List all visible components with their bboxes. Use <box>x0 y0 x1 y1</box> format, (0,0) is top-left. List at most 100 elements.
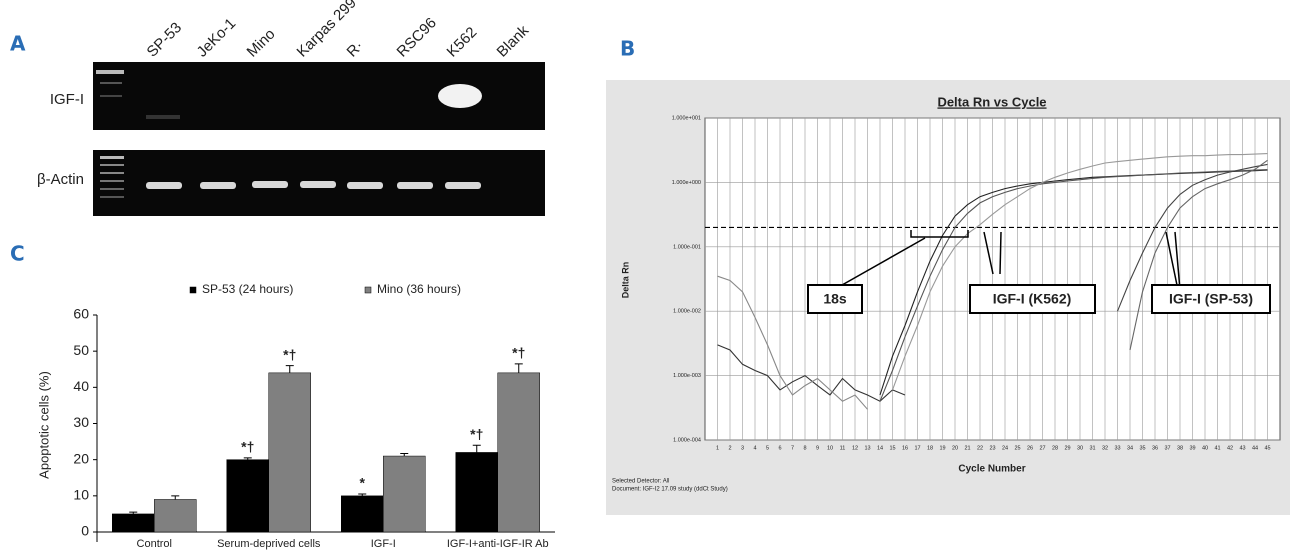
x-tick-label: 41 <box>1214 445 1220 451</box>
x-tick-label: 40 <box>1202 445 1208 451</box>
annotation: IGF-I (K562) <box>993 291 1072 307</box>
y-tick-label: 1.000e-001 <box>673 244 701 250</box>
x-tick-label: 16 <box>902 445 908 451</box>
lane-label: SP-53 <box>144 19 186 61</box>
bar <box>383 456 425 532</box>
x-tick-label: 21 <box>964 445 970 451</box>
error-bar <box>400 454 408 457</box>
error-bar <box>171 496 179 500</box>
annotation: *† <box>283 346 296 362</box>
x-tick-label: 24 <box>1002 445 1008 451</box>
error-bar <box>515 364 523 373</box>
x-tick-label: 14 <box>877 445 883 451</box>
x-tick-label: 17 <box>914 445 920 451</box>
annotation: *† <box>470 426 483 442</box>
x-tick-label: IGF-I+anti-IGF-IR Ab <box>447 538 549 550</box>
y-tick-label: 10 <box>73 487 89 503</box>
x-tick-label: 33 <box>1114 445 1120 451</box>
panel-label: B <box>620 37 635 61</box>
y-axis-label: Delta Rn <box>620 262 630 299</box>
x-tick-label: 31 <box>1089 445 1095 451</box>
error-bar <box>244 458 252 460</box>
bar <box>112 514 154 532</box>
x-tick-label: 34 <box>1127 445 1133 451</box>
bar <box>456 452 498 532</box>
x-tick-label: 30 <box>1077 445 1083 451</box>
y-tick-label: 20 <box>73 450 89 466</box>
lane-label: JeKo-1 <box>194 15 240 61</box>
annotation: * <box>360 475 366 491</box>
panel-label: A <box>10 32 26 56</box>
x-tick-label: 11 <box>840 445 846 451</box>
x-tick-label: 27 <box>1039 445 1045 451</box>
error-bar <box>473 445 481 452</box>
x-tick-label: 3 <box>741 445 744 451</box>
y-tick-label: 50 <box>73 342 89 358</box>
x-tick-label: 9 <box>816 445 819 451</box>
x-tick-label: 39 <box>1189 445 1195 451</box>
panel-label: C <box>10 242 25 266</box>
annotation: *† <box>512 345 525 361</box>
x-tick-label: Serum-deprived cells <box>217 538 321 550</box>
y-tick-label: 60 <box>73 306 89 322</box>
x-tick-label: 45 <box>1264 445 1270 451</box>
y-tick-label: 30 <box>73 414 89 430</box>
x-tick-label: 25 <box>1014 445 1020 451</box>
x-tick-label: 19 <box>939 445 945 451</box>
chart-title: Delta Rn vs Cycle <box>937 94 1046 109</box>
row-label: IGF-I <box>50 91 84 108</box>
y-tick-label: 1.000e-003 <box>673 373 701 379</box>
x-tick-label: 35 <box>1139 445 1145 451</box>
figure: A IGF-I β-Actin SP-53JeKo-1MinoKarpas 29… <box>0 0 1298 551</box>
y-tick-label: 1.000e+000 <box>672 180 701 186</box>
lane-label: Mino <box>244 26 279 61</box>
x-tick-label: 15 <box>889 445 895 451</box>
annotation: IGF-I (SP-53) <box>1169 291 1253 307</box>
x-tick-label: 32 <box>1102 445 1108 451</box>
x-tick-label: 29 <box>1064 445 1070 451</box>
x-tick-label: 13 <box>864 445 870 451</box>
lane-label: R· <box>344 37 367 60</box>
bar <box>227 460 269 532</box>
x-tick-label: 37 <box>1164 445 1170 451</box>
x-tick-label: 4 <box>753 445 756 451</box>
y-tick-label: 0 <box>81 523 89 539</box>
x-tick-label: IGF-I <box>371 538 396 550</box>
bar <box>269 373 311 532</box>
lane-label: RSC96 <box>394 14 440 60</box>
error-bar <box>129 512 137 514</box>
x-tick-label: 1 <box>716 445 719 451</box>
legend-swatch <box>190 287 196 293</box>
y-tick-label: 1.000e+001 <box>672 115 701 121</box>
x-tick-label: 44 <box>1252 445 1258 451</box>
y-tick-label: 1.000e-002 <box>673 309 701 315</box>
footnote: Document: IGF-I2 17.09 study (ddCt Study… <box>612 487 728 493</box>
legend-label: SP-53 (24 hours) <box>202 282 293 296</box>
x-tick-label: 6 <box>778 445 781 451</box>
x-tick-label: 38 <box>1177 445 1183 451</box>
y-axis-label: Apoptotic cells (%) <box>36 371 51 479</box>
x-tick-label: 42 <box>1227 445 1233 451</box>
footnote: Selected Detector: All <box>612 479 669 485</box>
x-tick-label: 26 <box>1027 445 1033 451</box>
lane-label: Blank <box>494 22 533 61</box>
bar <box>154 499 196 532</box>
error-bar <box>358 494 366 496</box>
x-tick-label: 7 <box>791 445 794 451</box>
lane-label: K562 <box>444 24 481 61</box>
bar <box>341 496 383 532</box>
annotation: 18s <box>823 291 847 307</box>
x-tick-label: 23 <box>989 445 995 451</box>
x-tick-label: 22 <box>977 445 983 451</box>
annotation: *† <box>241 439 254 455</box>
x-tick-label: Control <box>137 538 172 550</box>
legend-label: Mino (36 hours) <box>377 282 461 296</box>
error-bar <box>286 366 294 373</box>
y-tick-label: 1.000e-004 <box>673 437 701 443</box>
row-label: β-Actin <box>37 171 84 188</box>
bar <box>498 373 540 532</box>
legend-swatch <box>365 287 371 293</box>
x-tick-label: 10 <box>827 445 833 451</box>
x-tick-label: 28 <box>1052 445 1058 451</box>
y-tick-label: 40 <box>73 378 89 394</box>
